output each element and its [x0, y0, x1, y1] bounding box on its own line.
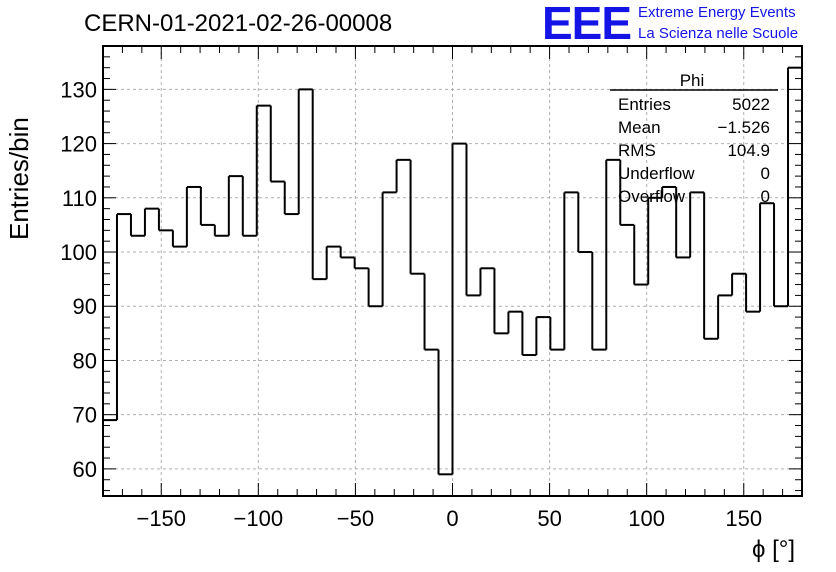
plot-frame: [102, 45, 803, 497]
x-tick-label: 150: [725, 506, 762, 531]
y-tick-label: 70: [73, 403, 97, 428]
stats-label: Entries: [618, 95, 671, 114]
x-tick-label: −100: [234, 506, 284, 531]
brand-line-2: La Scienza nelle Scuole: [638, 25, 799, 42]
brand-line-1: Extreme Energy Events: [638, 4, 796, 21]
stats-label: Underflow: [618, 164, 695, 183]
x-tick-label: 50: [537, 506, 561, 531]
eee-logo: EEE: [542, 0, 632, 49]
plot-border: [102, 45, 803, 497]
axis-ticks: −150 −100 −50 0 50 100 150 60 70 80 90 100 110 120 130: [60, 45, 803, 531]
y-tick-label: 60: [73, 457, 97, 482]
stats-box: Phi Entries 5022 Mean −1.526 RMS 104.9 Underflo…: [610, 71, 778, 206]
stats-label: RMS: [618, 141, 656, 160]
stats-label: Mean: [618, 118, 661, 137]
x-tick-label: −150: [136, 506, 186, 531]
stats-value: 104.9: [727, 141, 770, 160]
y-tick-label: 130: [60, 77, 97, 102]
x-tick-label: −50: [337, 506, 374, 531]
y-tick-label: 90: [73, 294, 97, 319]
chart-title: CERN-01-2021-02-26-00008: [84, 10, 393, 37]
x-axis-label: ϕ [°]: [752, 536, 796, 563]
stats-value: 0: [761, 187, 770, 206]
stats-value: 0: [761, 164, 770, 183]
stats-title: Phi: [680, 71, 705, 90]
histogram-bars: [103, 66, 802, 476]
x-tick-label: 0: [446, 506, 458, 531]
stats-value: 5022: [732, 95, 770, 114]
stats-value: −1.526: [718, 118, 770, 137]
x-tick-label: 100: [628, 506, 665, 531]
y-tick-label: 110: [62, 186, 97, 211]
stats-label: Overflow: [618, 187, 686, 206]
y-tick-label: 120: [60, 132, 97, 157]
y-tick-label: 100: [60, 240, 97, 265]
y-tick-label: 80: [73, 348, 97, 373]
